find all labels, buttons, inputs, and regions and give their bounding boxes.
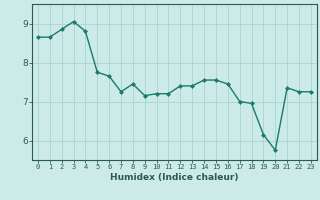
X-axis label: Humidex (Indice chaleur): Humidex (Indice chaleur) bbox=[110, 173, 239, 182]
